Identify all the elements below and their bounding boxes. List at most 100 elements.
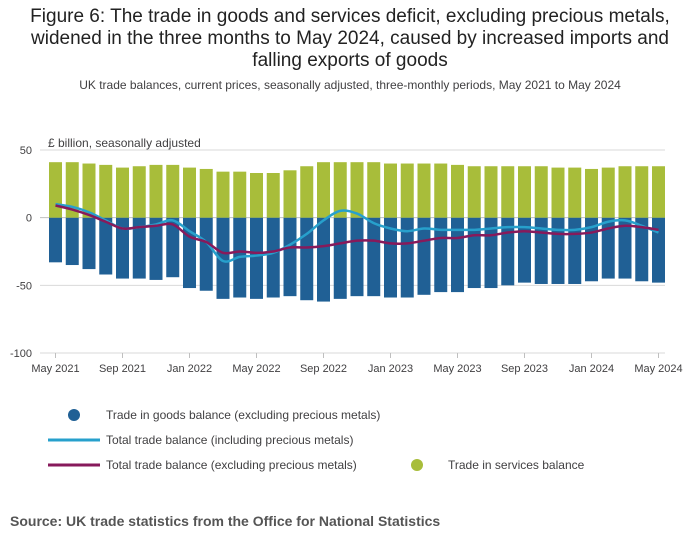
services-bar: [116, 167, 129, 218]
goods-bar: [451, 217, 464, 293]
services-bar: [618, 166, 632, 218]
services-bar: [384, 163, 397, 218]
x-tick-label: May 2023: [433, 363, 481, 375]
chart-title: Figure 6: The trade in goods and service…: [30, 6, 670, 71]
goods-bar: [283, 217, 297, 297]
goods-bar: [618, 217, 632, 279]
goods-bar: [367, 217, 381, 297]
services-bar: [518, 166, 531, 218]
goods-bar: [652, 217, 665, 283]
services-bar: [183, 167, 196, 218]
services-bar: [132, 166, 146, 218]
services-bar: [82, 163, 96, 218]
services-bar: [451, 164, 464, 218]
goods-bar: [317, 217, 330, 302]
services-bar: [166, 164, 180, 218]
total-excl-line: [55, 204, 659, 255]
y-axis-label: £ billion, seasonally adjusted: [48, 136, 201, 150]
legend-services-marker: [411, 459, 423, 471]
services-bar: [266, 173, 280, 218]
goods-bar: [132, 217, 146, 279]
services-bar: [216, 171, 230, 218]
services-bar: [367, 162, 381, 218]
services-bar: [467, 166, 481, 218]
goods-bar: [333, 217, 347, 299]
services-bar: [317, 162, 330, 218]
services-bar: [199, 168, 213, 218]
services-bar: [635, 166, 649, 218]
x-tick-label: Jan 2022: [167, 363, 212, 375]
x-tick-label: Sep 2022: [300, 363, 347, 375]
x-tick-label: May 2021: [31, 363, 79, 375]
total-incl-line: [55, 202, 659, 263]
services-bar: [585, 168, 598, 218]
goods-bar: [400, 217, 414, 298]
services-bar: [400, 163, 414, 218]
services-bar: [49, 162, 62, 218]
legend-total-incl-label: Total trade balance (including precious …: [106, 433, 354, 447]
goods-bar: [166, 217, 180, 278]
goods-bar: [551, 217, 565, 284]
goods-bar: [149, 217, 163, 280]
chart-subtitle: UK trade balances, current prices, seaso…: [79, 78, 621, 92]
goods-bar: [434, 217, 448, 293]
services-bar: [568, 167, 582, 218]
y-tick-label: -50: [16, 280, 32, 292]
y-tick-label: -100: [10, 348, 32, 360]
goods-bar: [417, 217, 431, 295]
legend-services-label: Trade in services balance: [448, 458, 585, 472]
goods-bar: [216, 217, 230, 299]
goods-bar: [65, 217, 79, 266]
services-bar: [652, 166, 665, 218]
services-bar: [551, 167, 565, 218]
legend-total-excl-label: Total trade balance (excluding precious …: [106, 458, 357, 472]
services-bar: [350, 162, 364, 218]
goods-bar: [601, 217, 615, 279]
lines-group: [55, 202, 659, 263]
x-tick-label: May 2022: [232, 363, 280, 375]
services-bar: [283, 170, 297, 218]
services-bar: [601, 167, 615, 218]
goods-bar: [199, 217, 213, 291]
goods-bar: [384, 217, 397, 298]
source-note: Source: UK trade statistics from the Off…: [10, 513, 441, 529]
goods-bar: [534, 217, 548, 284]
legend-goods-label: Trade in goods balance (excluding precio…: [106, 408, 381, 422]
services-bar: [333, 162, 347, 218]
goods-bar: [467, 217, 481, 289]
goods-bar: [300, 217, 314, 301]
bars-group: [49, 162, 665, 302]
goods-bar: [635, 217, 649, 282]
services-bar: [417, 163, 431, 218]
x-tick-label: May 2024: [634, 363, 682, 375]
x-tick-label: Sep 2023: [501, 363, 548, 375]
y-tick-label: 0: [26, 213, 32, 225]
y-tick-label: 50: [20, 145, 32, 157]
x-tick-label: Jan 2023: [368, 363, 413, 375]
goods-bar: [568, 217, 582, 284]
goods-bar: [518, 217, 531, 283]
goods-bar: [501, 217, 515, 286]
goods-bar: [116, 217, 129, 279]
services-bar: [484, 166, 498, 218]
goods-bar: [49, 217, 62, 263]
goods-bar: [82, 217, 96, 270]
axes-group: 50 0 -50 -100 May 2021 Sep 2021 Jan 2022 May 20…: [10, 145, 683, 375]
x-tick-label: Sep 2021: [99, 363, 146, 375]
services-bar: [300, 166, 314, 218]
services-bar: [65, 162, 79, 218]
x-tick-label: Jan 2024: [569, 363, 614, 375]
services-bar: [233, 171, 247, 218]
services-bar: [534, 166, 548, 218]
goods-bar: [99, 217, 113, 275]
goods-bar: [266, 217, 280, 298]
goods-bar: [350, 217, 364, 297]
services-bar: [501, 166, 515, 218]
services-bar: [250, 173, 263, 218]
goods-bar: [250, 217, 263, 299]
services-bar: [434, 163, 448, 218]
services-bar: [99, 164, 113, 218]
legend-goods-marker: [68, 409, 80, 421]
services-bar: [149, 164, 163, 218]
